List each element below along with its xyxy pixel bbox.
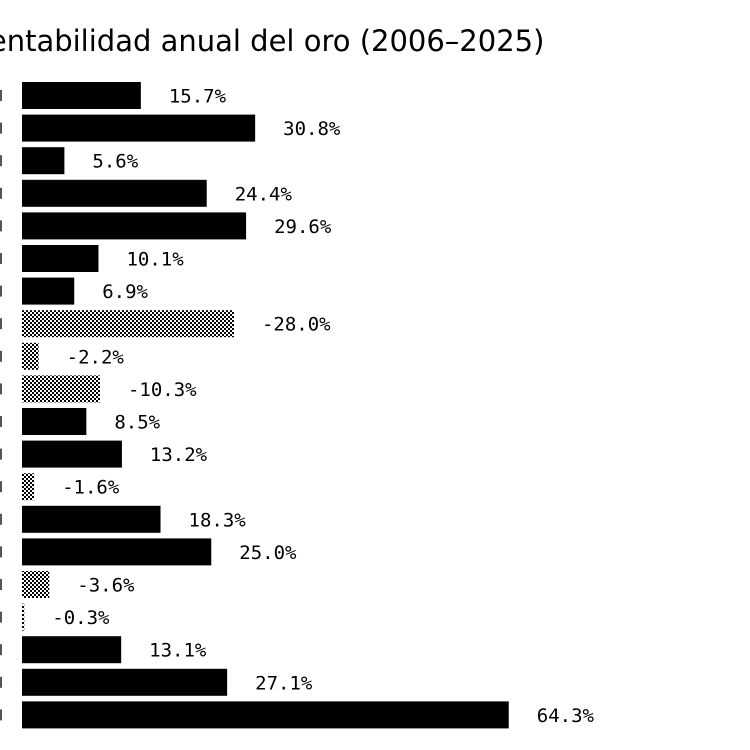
bar-value-label: -28.0% (262, 314, 331, 336)
bar-negative (22, 603, 25, 631)
bar-positive (22, 636, 122, 664)
axis-tick (0, 285, 2, 297)
bar-positive (22, 212, 247, 240)
bar-positive (22, 408, 87, 435)
bar-value-label: 24.4% (235, 183, 293, 205)
bar-value-label: 25.0% (239, 542, 297, 564)
bar-value-label: 64.3% (537, 705, 595, 727)
axis-tick (0, 155, 2, 167)
bar-positive (22, 440, 122, 468)
bar-value-label: -1.6% (62, 477, 120, 499)
bar-value-label: 5.6% (92, 151, 138, 173)
axis-tick (0, 122, 2, 134)
axis-tick (0, 513, 2, 525)
axis-tick (0, 481, 2, 493)
bar-value-label: 15.7% (169, 86, 227, 108)
bar-value-label: -2.2% (67, 346, 125, 368)
bar-positive (22, 505, 161, 533)
bar-value-label: 18.3% (189, 509, 247, 531)
bar-value-label: 10.1% (126, 249, 184, 271)
bar-positive (22, 114, 256, 142)
axis-tick (0, 579, 2, 590)
axis-tick (0, 644, 2, 656)
axis-tick (0, 546, 2, 558)
bar-value-label: 6.9% (102, 281, 148, 303)
bar-positive (22, 147, 65, 175)
bar-negative (22, 342, 39, 370)
axis-tick (0, 676, 2, 688)
bar-value-label: 30.8% (283, 118, 341, 140)
bar-positive (22, 245, 99, 272)
chart-title: Rentabilidad anual del oro (2006–2025) (0, 24, 545, 58)
axis-tick (0, 448, 2, 460)
bar-value-label: -3.6% (77, 575, 135, 597)
axis-tick (0, 383, 2, 395)
axis-tick (0, 318, 2, 330)
bar-value-label: 29.6% (274, 216, 332, 238)
bar-positive (22, 82, 141, 109)
bar-positive (22, 701, 509, 729)
bars-group: 15.7% 30.8% 5.6% 24.4% 29.6% 10.1% 6.9% -28.0% -… (0, 82, 595, 729)
bar-value-label: 13.1% (149, 640, 207, 662)
bar-negative (22, 571, 50, 598)
bar-negative (22, 375, 100, 403)
bar-positive (22, 277, 75, 305)
axis-tick (0, 416, 2, 427)
bar-positive (22, 179, 207, 207)
bar-value-label: 13.2% (150, 444, 208, 466)
axis-tick (0, 709, 2, 721)
bar-negative (22, 473, 35, 501)
axis-tick (0, 187, 2, 199)
bar-positive (22, 668, 228, 696)
bar-value-label: 27.1% (255, 672, 313, 694)
axis-tick (0, 253, 2, 264)
axis-tick (0, 220, 2, 232)
bar-positive (22, 538, 212, 566)
axis-tick (0, 90, 2, 101)
axis-tick (0, 350, 2, 362)
bar-value-label: -0.3% (52, 607, 110, 629)
axis-tick (0, 611, 2, 623)
bar-negative (22, 310, 234, 338)
bar-value-label: 8.5% (114, 412, 160, 434)
bar-value-label: -10.3% (128, 379, 197, 401)
